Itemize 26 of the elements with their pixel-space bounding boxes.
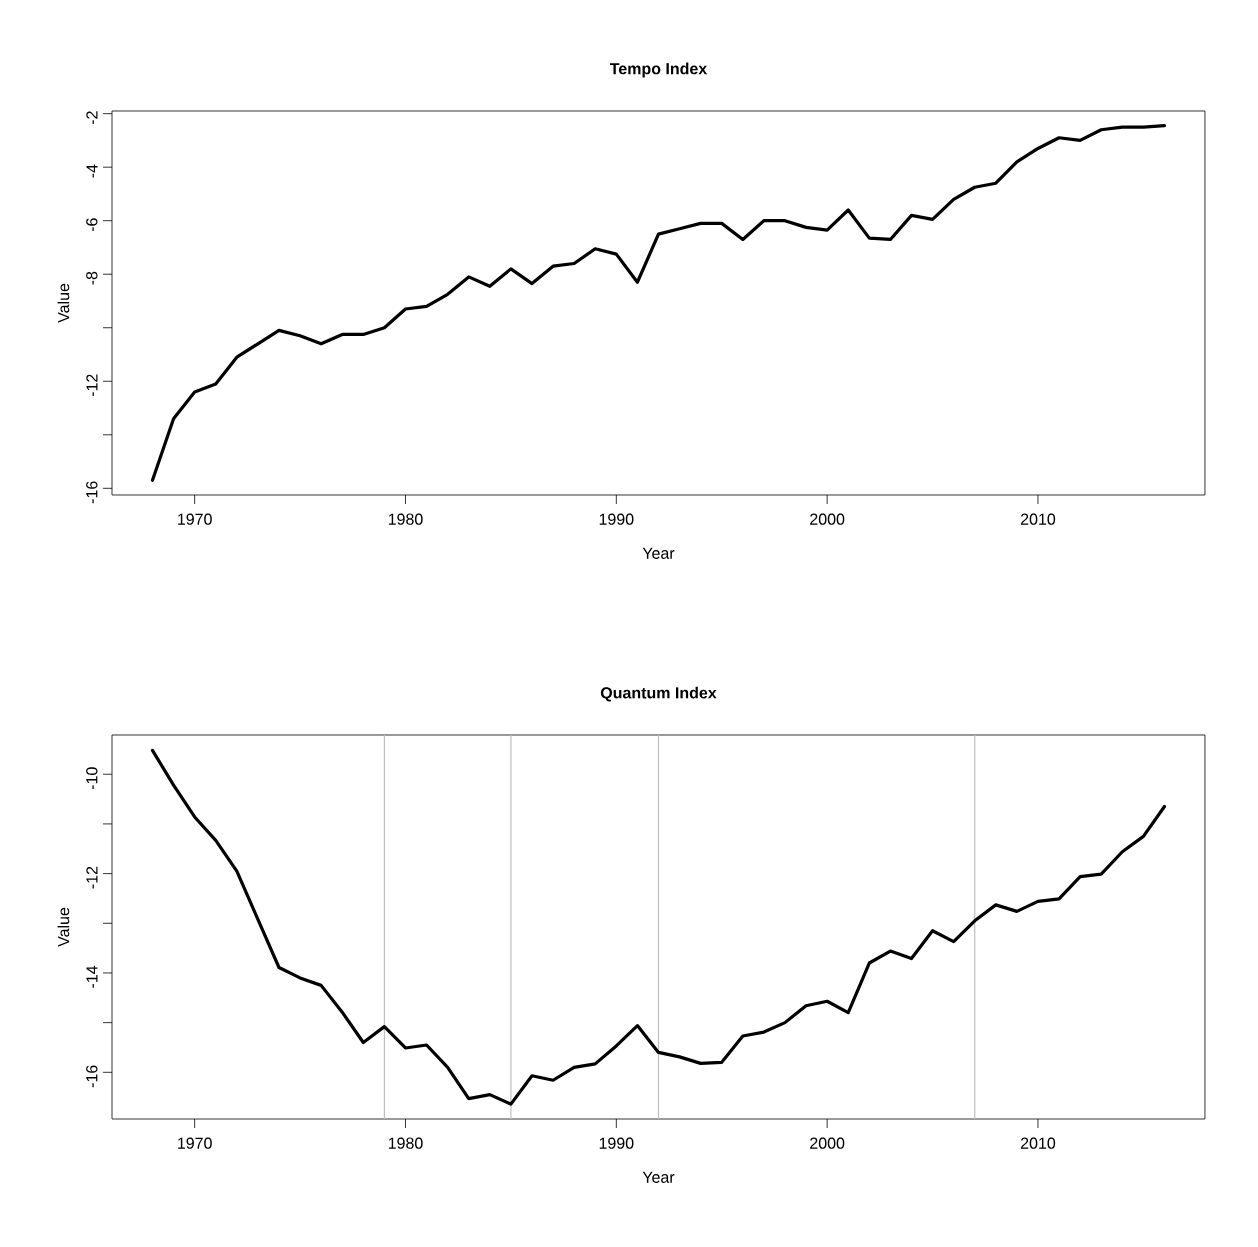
x-tick-label: 1980 bbox=[388, 1137, 423, 1149]
chart-title: Tempo Index bbox=[609, 62, 708, 78]
x-tick-label: 2000 bbox=[810, 513, 845, 525]
y-tick-label: -16 bbox=[86, 1065, 98, 1088]
x-axis-title: Year bbox=[642, 547, 675, 559]
y-axis-title: Value bbox=[57, 907, 70, 947]
x-tick-label: 1970 bbox=[178, 1137, 212, 1149]
x-tick-label: 1990 bbox=[599, 513, 634, 525]
y-tick-label: -8 bbox=[86, 271, 98, 285]
y-tick-label: -12 bbox=[86, 866, 98, 889]
y-tick-label: -4 bbox=[86, 164, 98, 178]
x-tick-label: 2000 bbox=[810, 1137, 845, 1149]
y-tick-label: -2 bbox=[86, 111, 98, 125]
x-tick-label: 2010 bbox=[1020, 1137, 1056, 1149]
x-axis-title: Year bbox=[642, 1171, 675, 1183]
x-tick-label: 1990 bbox=[599, 1137, 634, 1149]
x-tick-label: 1980 bbox=[388, 513, 423, 525]
y-tick-label: -6 bbox=[86, 218, 98, 232]
y-axis-title: Value bbox=[57, 283, 70, 323]
y-tick-label: -12 bbox=[86, 374, 98, 397]
y-tick-label: -10 bbox=[86, 767, 98, 790]
y-tick-label: -16 bbox=[86, 481, 98, 504]
y-tick-label: -14 bbox=[86, 965, 98, 988]
chart-title: Quantum Index bbox=[600, 686, 717, 702]
x-tick-label: 2010 bbox=[1020, 513, 1056, 525]
x-tick-label: 1970 bbox=[178, 513, 212, 525]
